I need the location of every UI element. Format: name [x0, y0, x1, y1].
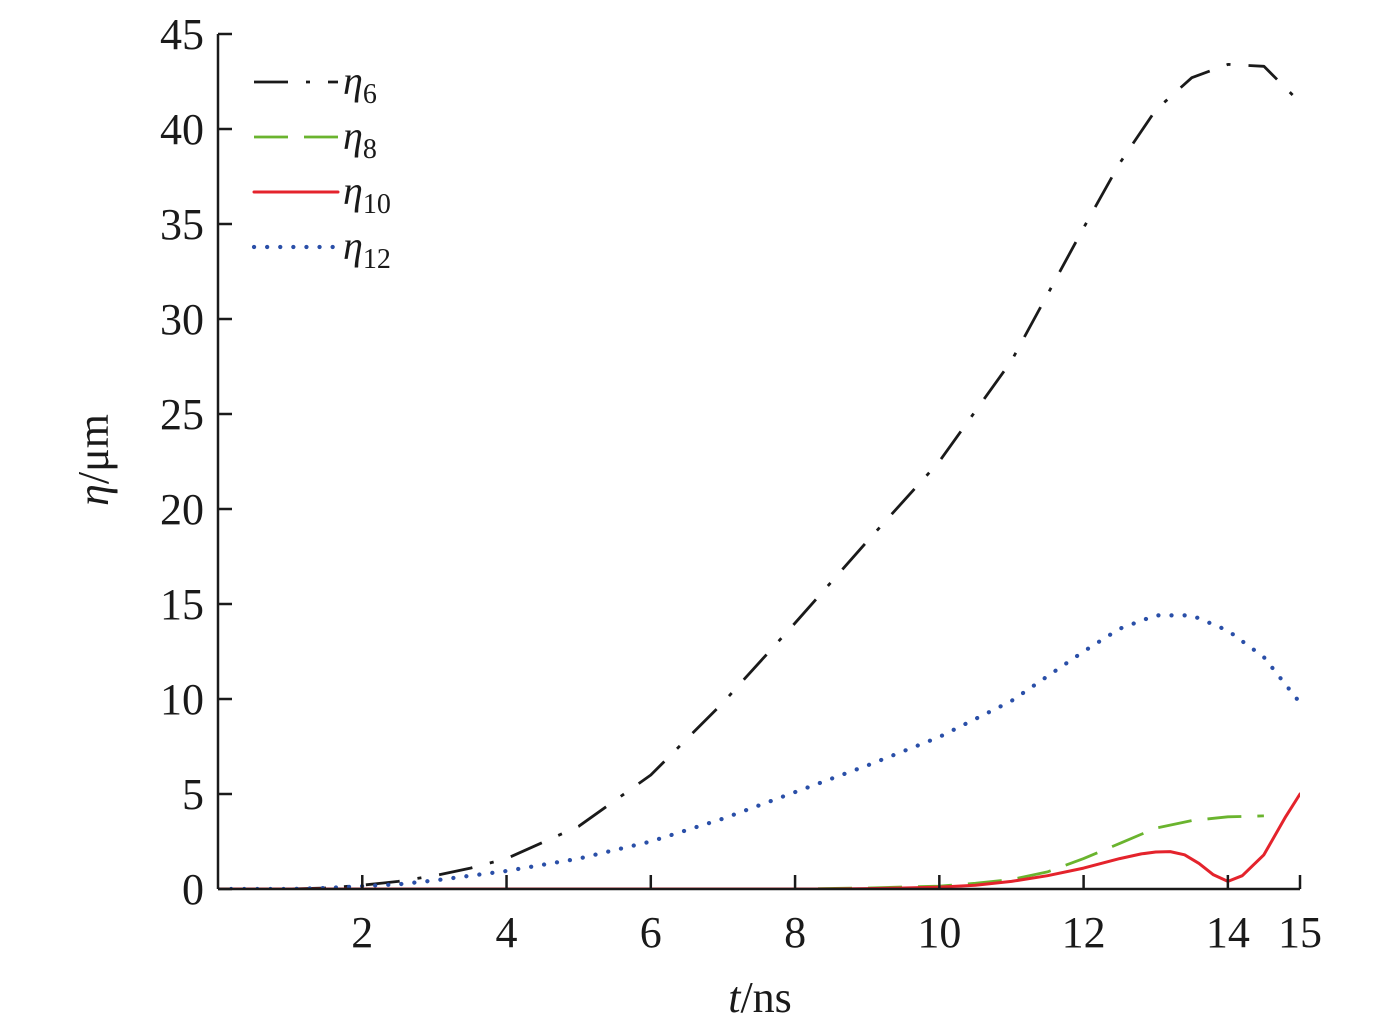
series-line-10: [218, 792, 1300, 889]
y-axis-var: η: [69, 484, 118, 506]
y-tick-label: 30: [160, 295, 204, 344]
y-tick-label: 0: [182, 865, 204, 914]
y-tick-label: 45: [160, 10, 204, 59]
y-tick-label: 35: [160, 200, 204, 249]
x-tick-label: 15: [1278, 908, 1322, 957]
y-tick-label: 10: [160, 675, 204, 724]
axes-layer: [216, 34, 1300, 891]
x-tick-label: 10: [917, 908, 961, 957]
y-tick-label: 20: [160, 485, 204, 534]
legend-item-10: η10: [252, 168, 391, 220]
legend-label: η8: [343, 113, 377, 165]
ticks-layer: 0 5 10 15 20 25 30 35 40 45 2 4 6 8 10 12 14 15: [160, 10, 1322, 957]
x-axis-var: t: [728, 973, 742, 1022]
legend-item-6: η6: [254, 58, 377, 110]
x-tick-label: 6: [640, 908, 662, 957]
legend-label: η12: [343, 223, 391, 275]
y-axis-label: η/μm: [69, 414, 118, 506]
y-tick-label: 15: [160, 580, 204, 629]
x-tick-label: 8: [784, 908, 806, 957]
series-line-6: [218, 63, 1300, 889]
legend-item-8: η8: [254, 113, 377, 165]
x-tick-label: 12: [1062, 908, 1106, 957]
series-layer: [218, 63, 1300, 889]
series-line-8: [218, 814, 1264, 889]
x-axis-unit: /ns: [740, 973, 791, 1022]
x-tick-label: 2: [351, 908, 373, 957]
legend-item-12: η12: [251, 223, 391, 275]
y-axis-unit: /μm: [69, 414, 118, 484]
y-tick-label: 40: [160, 105, 204, 154]
y-tick-label: 25: [160, 390, 204, 439]
legend-label: η6: [343, 58, 377, 110]
x-tick-label: 14: [1206, 908, 1250, 957]
x-tick-label: 4: [496, 908, 518, 957]
series-line-12: [218, 613, 1300, 889]
y-tick-label: 5: [182, 770, 204, 819]
x-axis-label: t/ns: [728, 973, 792, 1022]
legend-label: η10: [343, 168, 391, 220]
